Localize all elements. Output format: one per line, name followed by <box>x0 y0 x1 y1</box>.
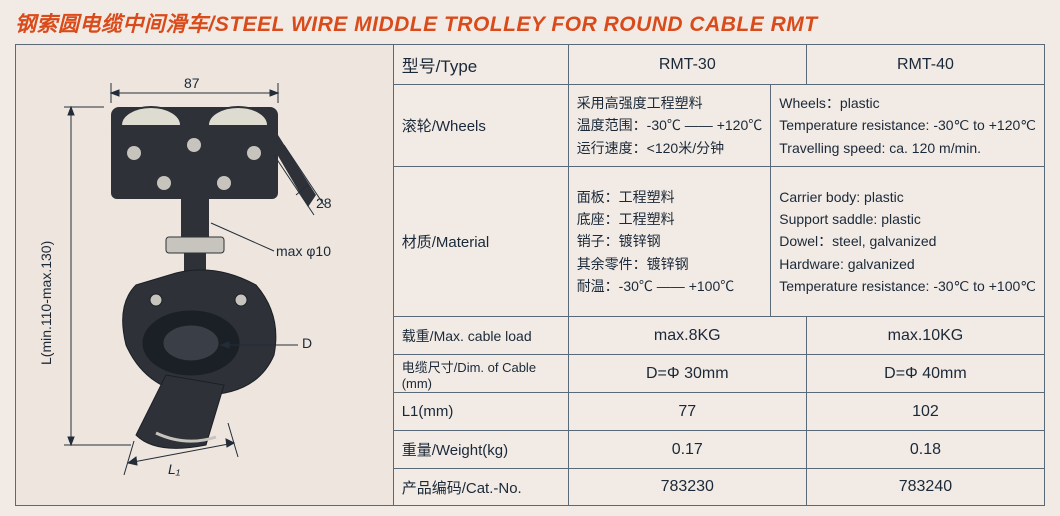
txt: Temperature resistance: -30℃ to +120℃ <box>779 114 1036 136</box>
txt: 运行速度：<120米/分钟 <box>577 137 763 159</box>
row-weight-c2: 0.18 <box>807 431 1044 468</box>
row-dim-c2: D=Φ 40mm <box>807 355 1044 392</box>
row-load-c2: max.10KG <box>807 317 1044 354</box>
dim-28: 28 <box>316 195 332 211</box>
txt: 采用高强度工程塑料 <box>577 92 763 114</box>
row-dim-label: 电缆尺寸/Dim. of Cable (mm) <box>394 355 569 392</box>
row-catno-label: 产品编码/Cat.-No. <box>394 469 569 505</box>
hdr-rmt30: RMT-30 <box>569 45 807 84</box>
dim-D: D <box>302 335 312 351</box>
dim-maxphi: max φ10 <box>276 243 331 259</box>
row-load-c1: max.8KG <box>569 317 807 354</box>
txt: 面板：工程塑料 <box>577 186 763 208</box>
txt: 温度范围：-30℃ —— +120℃ <box>577 114 763 136</box>
row-catno-c1: 783230 <box>569 469 807 505</box>
row-material-en: Carrier body: plastic Support saddle: pl… <box>771 167 1044 316</box>
txt: 其余零件：镀锌钢 <box>577 253 763 275</box>
row-wheels-cn: 采用高强度工程塑料 温度范围：-30℃ —— +120℃ 运行速度：<120米/… <box>569 85 772 166</box>
row-l1-label: L1(mm) <box>394 393 569 430</box>
row-weight-c1: 0.17 <box>569 431 807 468</box>
row-wheels-en: Wheels：plastic Temperature resistance: -… <box>771 85 1044 166</box>
txt: 销子：镀锌钢 <box>577 230 763 252</box>
row-dim-c1: D=Φ 30mm <box>569 355 807 392</box>
dim-L: L(min.110-max.130) <box>38 145 54 365</box>
txt: 耐温：-30℃ —— +100℃ <box>577 275 763 297</box>
technical-drawing: 87 28 max φ10 L(min.110-max.130) D L₁ <box>16 45 394 505</box>
row-l1-c2: 102 <box>807 393 1044 430</box>
hdr-rmt40: RMT-40 <box>807 45 1044 84</box>
dim-L1: L₁ <box>168 461 180 477</box>
row-load-label: 载重/Max. cable load <box>394 317 569 354</box>
row-material-cn: 面板：工程塑料 底座：工程塑料 销子：镀锌钢 其余零件：镀锌钢 耐温：-30℃ … <box>569 167 772 316</box>
txt: Carrier body: plastic <box>779 186 1036 208</box>
content-frame: 87 28 max φ10 L(min.110-max.130) D L₁ 型号… <box>15 44 1045 506</box>
row-material-label: 材质/Material <box>394 167 569 316</box>
row-weight-label: 重量/Weight(kg) <box>394 431 569 468</box>
txt: Wheels：plastic <box>779 92 1036 114</box>
txt: Temperature resistance: -30℃ to +100℃ <box>779 275 1036 297</box>
txt: Dowel：steel, galvanized <box>779 230 1036 252</box>
hdr-type-label: 型号/Type <box>394 45 569 84</box>
txt: Support saddle: plastic <box>779 208 1036 230</box>
row-catno-c2: 783240 <box>807 469 1044 505</box>
row-l1-c1: 77 <box>569 393 807 430</box>
txt: Hardware: galvanized <box>779 253 1036 275</box>
txt: 底座：工程塑料 <box>577 208 763 230</box>
page-title: 钢索圆电缆中间滑车/STEEL WIRE MIDDLE TROLLEY FOR … <box>15 8 1045 38</box>
txt: Travelling speed: ca. 120 m/min. <box>779 137 1036 159</box>
row-wheels-label: 滚轮/Wheels <box>394 85 569 166</box>
spec-table: 型号/Type RMT-30 RMT-40 滚轮/Wheels 采用高强度工程塑… <box>394 45 1044 505</box>
dim-87: 87 <box>184 75 200 91</box>
